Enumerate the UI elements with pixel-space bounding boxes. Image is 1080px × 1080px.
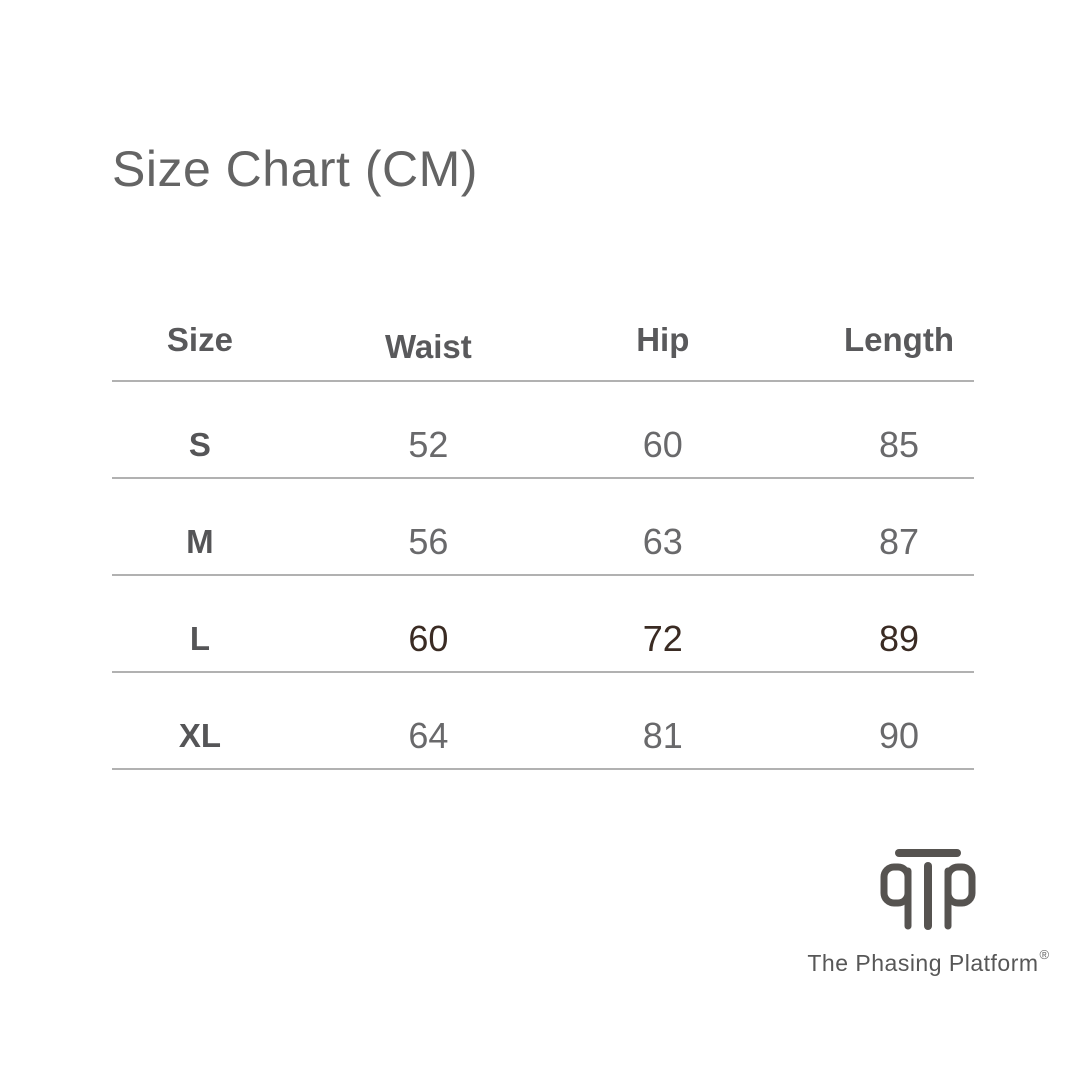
column-header-hip: Hip <box>636 321 690 358</box>
table-row-l: L 60 72 89 <box>112 576 974 673</box>
length-value: 89 <box>878 617 920 659</box>
column-header-size: Size <box>166 321 233 358</box>
brand-name: The Phasing Platform® <box>807 947 1050 977</box>
waist-value: 64 <box>408 714 449 756</box>
waist-value: 52 <box>408 423 449 465</box>
column-header-waist: Waist <box>384 328 472 365</box>
size-label: XL <box>178 716 222 754</box>
size-table: Size Waist Hip Length S 52 60 85 M 56 63… <box>112 300 974 770</box>
length-value: 85 <box>878 423 920 465</box>
page-title: Size Chart (CM) <box>112 141 478 197</box>
size-label: L <box>189 619 211 657</box>
length-value: 87 <box>878 520 920 562</box>
waist-value: 56 <box>408 520 449 562</box>
size-label: S <box>188 425 211 463</box>
hip-value: 81 <box>642 714 683 756</box>
table-row-s: S 52 60 85 <box>112 382 974 479</box>
table-row-xl: XL 64 81 90 <box>112 673 974 770</box>
brand-name-text: The Phasing Platform <box>807 950 1039 976</box>
phasing-platform-logo-icon <box>876 844 980 941</box>
table-header-row: Size Waist Hip Length <box>112 300 974 382</box>
table-row-m: M 56 63 87 <box>112 479 974 576</box>
hip-value: 72 <box>642 617 683 659</box>
size-label: M <box>186 522 214 560</box>
brand-block: The Phasing Platform® <box>807 840 1050 990</box>
hip-value: 63 <box>642 520 683 562</box>
waist-value: 60 <box>408 617 449 659</box>
registered-trademark-symbol: ® <box>1039 947 1050 963</box>
hip-value: 60 <box>642 423 683 465</box>
column-header-length: Length <box>844 321 954 358</box>
length-value: 90 <box>878 714 920 756</box>
